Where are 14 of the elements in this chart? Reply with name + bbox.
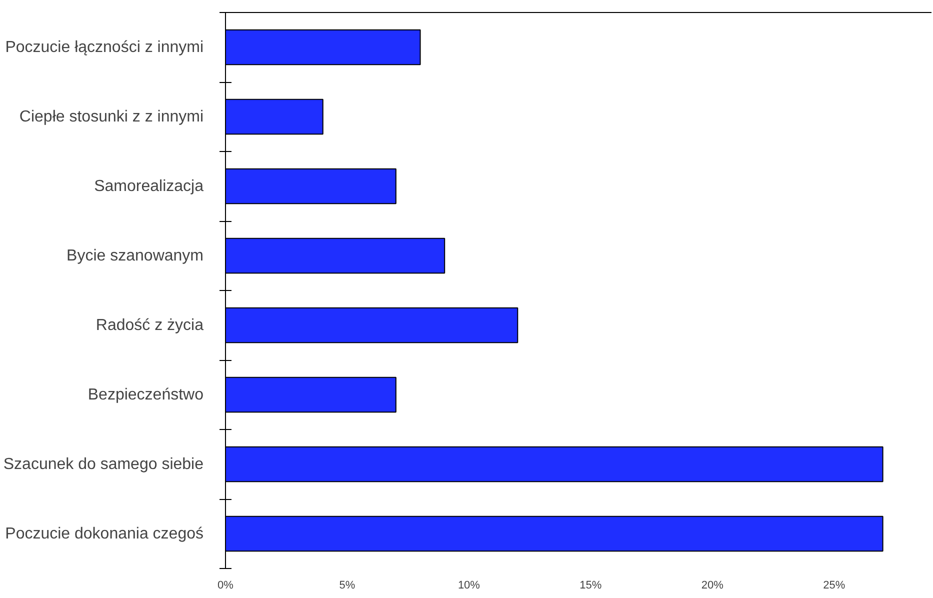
y-tick-label: Ciepłe stosunki z z innymi (19, 108, 204, 126)
y-tick-label: Poczucie łączności z innymi (5, 38, 204, 56)
x-tick-label: 0% (218, 580, 234, 592)
x-tick-label: 10% (458, 580, 480, 592)
y-tick-label: Poczucie dokonania czegoś (5, 525, 204, 542)
y-tick-label: Szacunek do samego siebie (3, 456, 204, 473)
y-tick-label: Radość z życia (96, 316, 204, 334)
x-tick-label: 15% (580, 580, 602, 592)
x-tick-label: 5% (339, 580, 356, 592)
x-tick-label: 20% (701, 580, 724, 592)
y-tick-label: Bezpieczeństwo (88, 386, 204, 404)
y-tick-label: Samorealizacja (94, 178, 204, 195)
y-tick-label: Bycie szanowanym (66, 247, 204, 264)
x-tick-label: 25% (823, 580, 846, 592)
